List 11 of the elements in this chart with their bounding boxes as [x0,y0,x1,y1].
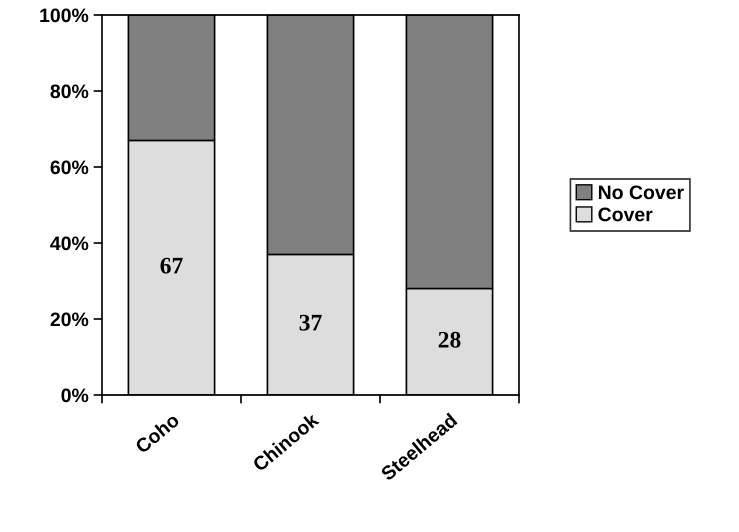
y-tick-label: 0% [61,388,88,402]
legend-label: No Cover [598,185,684,200]
legend-label: Cover [598,208,652,222]
data-label: 28 [438,332,461,348]
y-tick-label: 80% [50,84,88,98]
data-label: 67 [160,258,183,274]
y-tick-label: 60% [50,160,88,174]
data-label: 37 [300,314,322,331]
y-tick-label: 40% [50,236,88,250]
y-tick-label: 20% [50,312,88,326]
y-tick-label: 100% [40,8,88,22]
